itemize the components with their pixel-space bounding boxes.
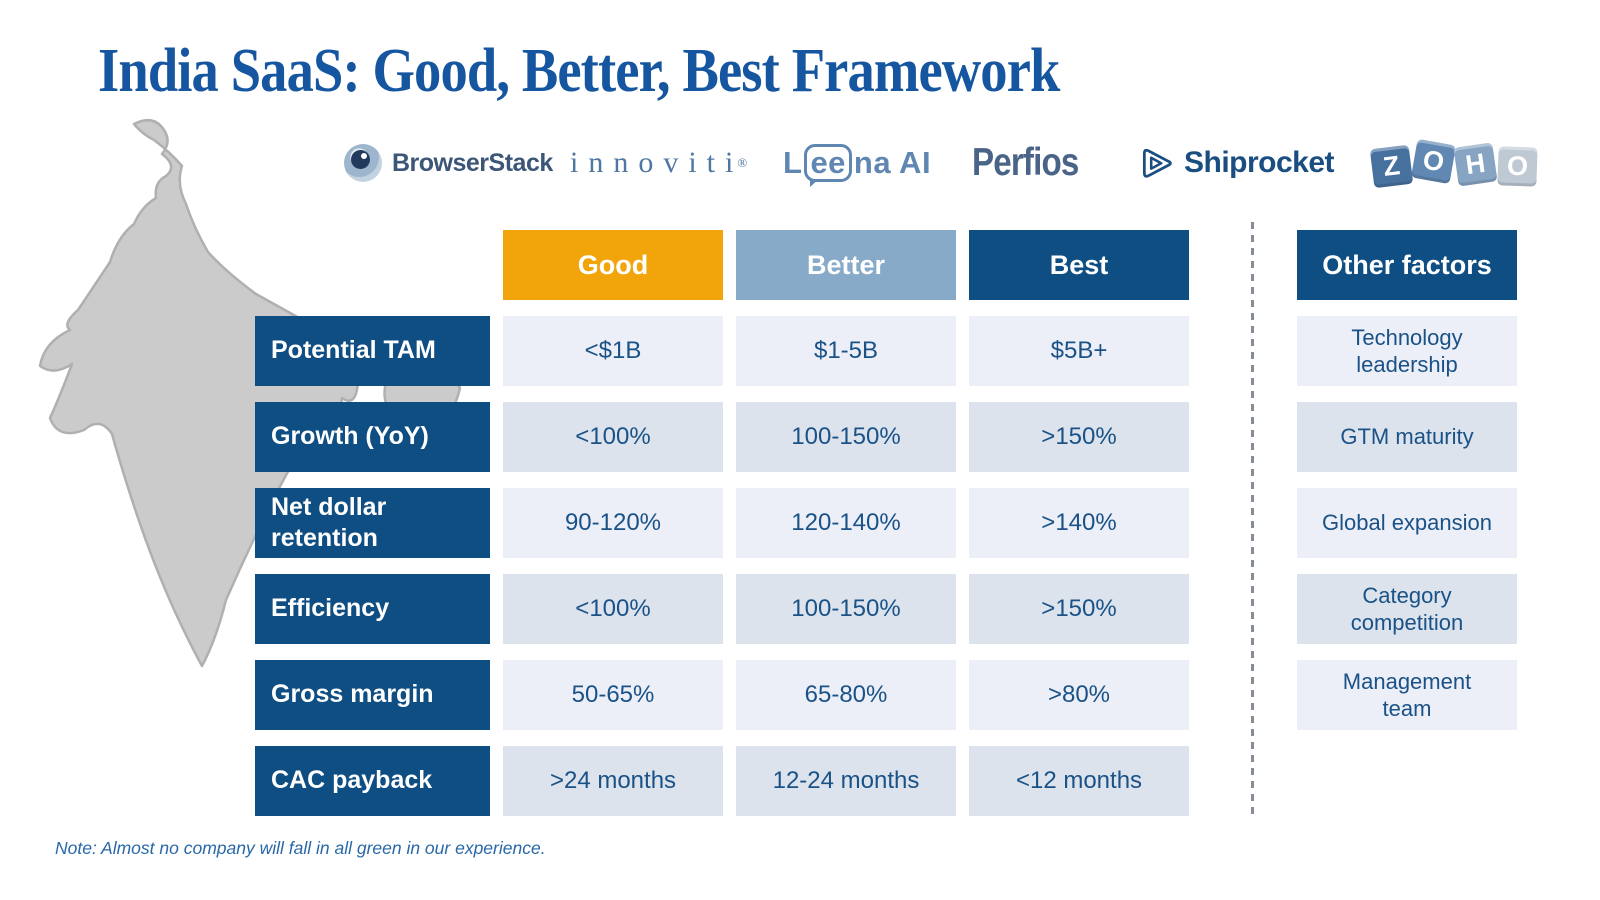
leena-bubble-text: ee [810,144,846,180]
registered-trademark-icon: ® [737,155,748,170]
other-factor-technology-leadership: Technology leadership [1297,316,1517,386]
cell-potential-tam-better: $1-5B [736,316,956,386]
cell-cac-good: >24 months [503,746,723,816]
dashed-divider [1251,222,1254,820]
leena-prefix: L [783,145,803,180]
shiprocket-wordmark: Shiprocket [1184,146,1335,179]
leena-suffix: na AI [853,145,932,180]
column-header-best: Best [969,230,1189,300]
cell-gross-margin-better: 65-80% [736,660,956,730]
row-label-gross-margin: Gross margin [255,660,490,730]
other-factor-management-team: Management team [1297,660,1517,730]
logo-perfios: Perfios [972,128,1079,198]
header-spacer [255,230,490,300]
other-factors-column: Other factors Technology leadership GTM … [1297,230,1517,730]
logo-browserstack: BrowserStack [344,128,553,198]
row-label-potential-tam: Potential TAM [255,316,490,386]
cell-efficiency-best: >150% [969,574,1189,644]
cell-growth-better: 100-150% [736,402,956,472]
cell-cac-best: <12 months [969,746,1189,816]
cell-growth-best: >150% [969,402,1189,472]
cell-ndr-best: >140% [969,488,1189,558]
logo-innoviti: innoviti ® [570,128,747,198]
cell-efficiency-good: <100% [503,574,723,644]
row-label-cac-payback: CAC payback [255,746,490,816]
row-label-growth-yoy: Growth (YoY) [255,402,490,472]
browserstack-wordmark: BrowserStack [392,148,553,177]
cell-growth-good: <100% [503,402,723,472]
other-factor-gtm-maturity: GTM maturity [1297,402,1517,472]
browserstack-pupil [351,150,370,169]
row-label-net-dollar-retention: Net dollar retention [255,488,490,558]
other-factor-category-competition: Category competition [1297,574,1517,644]
zoho-tile-h: H [1453,141,1498,187]
footnote: Note: Almost no company will fall in all… [55,838,546,858]
cell-cac-better: 12-24 months [736,746,956,816]
shiprocket-arrow-icon [1142,148,1172,178]
cell-gross-margin-best: >80% [969,660,1189,730]
logo-zoho: Z O H O [1369,128,1538,198]
column-header-good: Good [503,230,723,300]
framework-table: Good Better Best Potential TAM <$1B $1-5… [255,230,1189,816]
column-header-better: Better [736,230,956,300]
zoho-tile-o1: O [1410,138,1457,184]
innoviti-wordmark: innoviti [570,146,744,179]
cell-gross-margin-good: 50-65% [503,660,723,730]
browserstack-eye-icon [344,144,382,182]
cell-potential-tam-best: $5B+ [969,316,1189,386]
other-factor-global-expansion: Global expansion [1297,488,1517,558]
other-factors-header: Other factors [1297,230,1517,300]
cell-ndr-better: 120-140% [736,488,956,558]
leena-speech-bubble-icon: ee [804,143,852,187]
perfios-wordmark: Perfios [972,141,1079,184]
logo-shiprocket: Shiprocket [1138,128,1335,198]
zoho-tile-z: Z [1369,144,1414,188]
cell-ndr-good: 90-120% [503,488,723,558]
page-title: India SaaS: Good, Better, Best Framework [98,37,1060,105]
cell-efficiency-better: 100-150% [736,574,956,644]
cell-potential-tam-good: <$1B [503,316,723,386]
row-label-efficiency: Efficiency [255,574,490,644]
zoho-tile-o2: O [1497,145,1538,187]
